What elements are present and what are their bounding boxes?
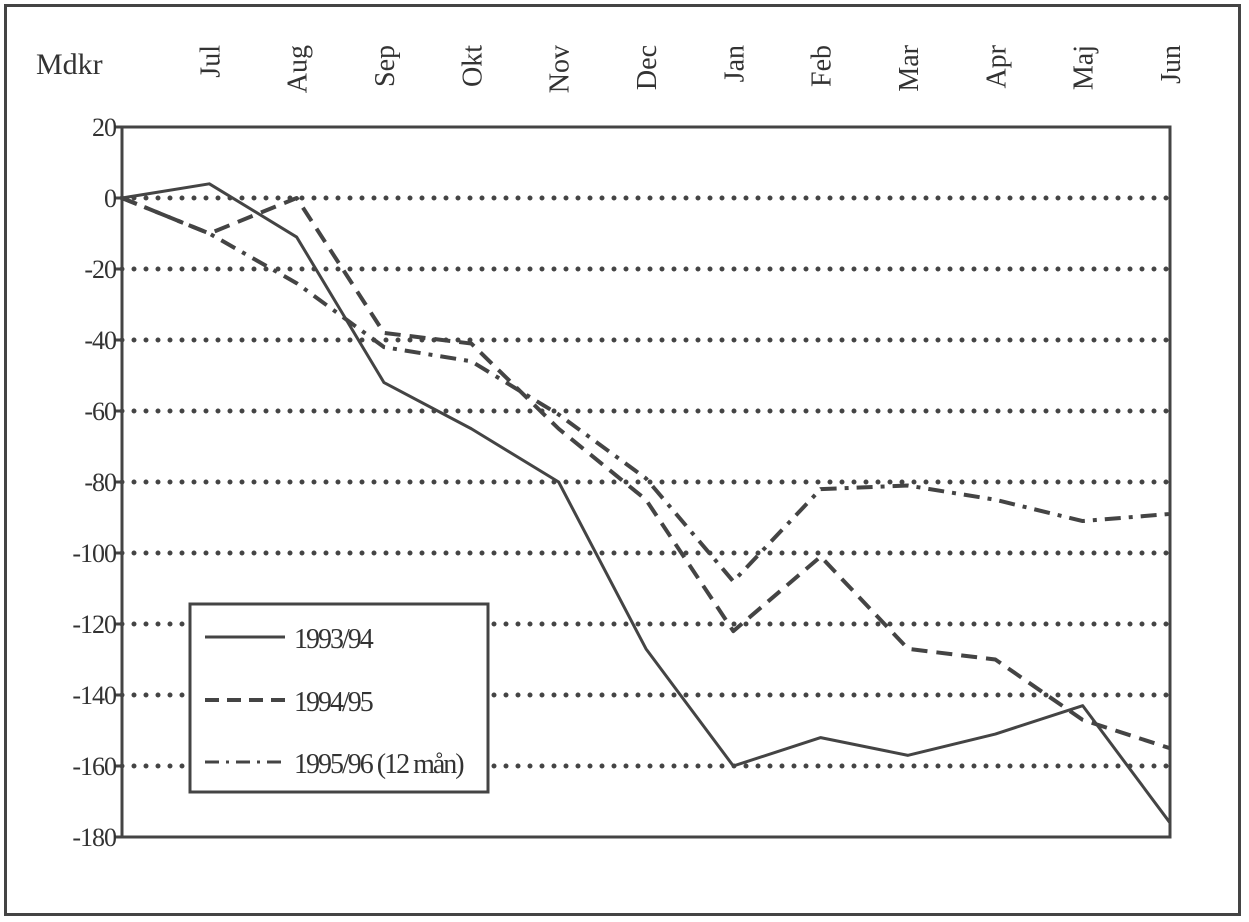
y-tick-label: -140 — [72, 681, 117, 710]
x-tick-label: Sep — [370, 45, 401, 87]
y-tick-label: -80 — [84, 468, 117, 497]
x-tick-label: Jan — [719, 45, 750, 82]
y-tick-label: -60 — [84, 397, 117, 426]
x-tick-label: Mar — [894, 44, 925, 91]
chart-frame — [4, 4, 1241, 916]
x-tick-label: Okt — [457, 45, 488, 87]
x-tick-label: Jul — [195, 45, 226, 78]
plot-area — [120, 125, 1172, 839]
x-tick-label: Dec — [632, 45, 663, 90]
y-tick-label: -100 — [72, 539, 117, 568]
legend-label-1993-94: 1993/94 — [294, 624, 374, 655]
series-lines — [121, 182, 1172, 824]
y-tick-label: -20 — [84, 255, 117, 284]
series-line-199394 — [121, 182, 1172, 824]
x-tick-label: Nov — [545, 45, 576, 93]
legend-label-1995-96: 1995/96 (12 mån) — [294, 749, 464, 780]
x-tick-label: Jun — [1156, 45, 1187, 84]
series-line-199495 — [121, 196, 1171, 751]
x-tick-labels: Jul Aug Sep Okt Nov Dec Jan Feb Mar Apr Maj Jun — [195, 44, 1187, 93]
legend-label-1994-95: 1994/95 — [294, 687, 373, 718]
y-tick-labels: 20 0 -20 -40 -60 -80 -100 -120 -140 -160 -180 — [72, 113, 118, 852]
y-tick-label: -160 — [72, 752, 117, 781]
x-tick-label: Apr — [981, 44, 1012, 88]
y-tick-label: -40 — [84, 326, 117, 355]
legend: 1993/94 1994/95 1995/96 (12 mån) — [188, 602, 490, 794]
y-tick-label: -120 — [72, 610, 117, 639]
series-line-199596 — [121, 196, 1171, 584]
y-tick-label: 0 — [104, 184, 117, 213]
x-tick-label: Maj — [1069, 45, 1100, 90]
x-tick-label: Feb — [807, 45, 838, 87]
y-tick-label: -180 — [72, 823, 117, 852]
x-tick-label: Aug — [283, 45, 314, 93]
y-tick-label: 20 — [92, 113, 117, 142]
y-axis-label: Mdkr — [36, 48, 103, 81]
